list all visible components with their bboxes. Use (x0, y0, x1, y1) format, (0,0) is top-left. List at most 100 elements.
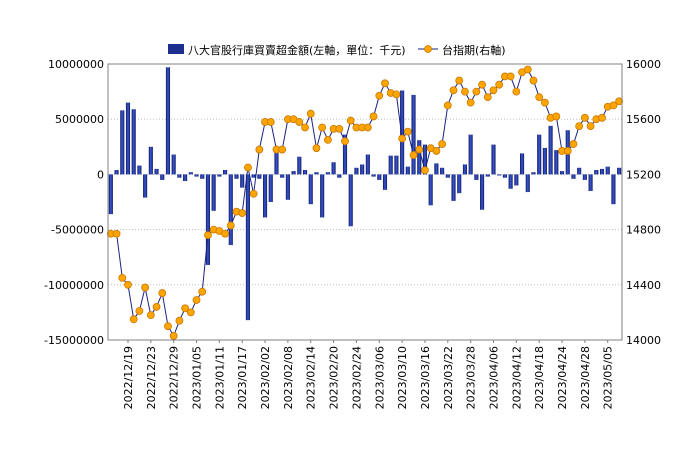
bar (388, 155, 393, 175)
bar (308, 174, 313, 205)
bar (582, 174, 587, 180)
bar (285, 174, 290, 200)
line-point (449, 86, 458, 95)
bar (577, 167, 582, 175)
bar (594, 169, 599, 175)
bar (462, 164, 468, 175)
bar (114, 169, 119, 175)
bar (188, 172, 193, 175)
line-point (552, 112, 561, 121)
grid (108, 118, 622, 286)
bar (514, 174, 519, 186)
bar (337, 174, 342, 178)
bar (434, 163, 439, 175)
line-series (106, 65, 624, 340)
plot-frame (107, 63, 623, 341)
line-point (146, 311, 155, 320)
line-point (129, 315, 138, 324)
line-point (266, 118, 275, 126)
line-point (204, 231, 212, 240)
line-point (346, 116, 355, 125)
left-tick-label: 0 (97, 168, 104, 181)
x-tick-label: 2023/04/18 (533, 346, 546, 409)
x-tick-label: 2022/12/23 (145, 346, 158, 409)
bar (262, 174, 268, 218)
bar (519, 153, 525, 175)
x-tick-label: 2022/12/19 (122, 346, 135, 409)
line-point (301, 123, 309, 132)
bar (360, 164, 365, 175)
x-tick-label: 2023/01/11 (213, 346, 226, 409)
bar-series (108, 67, 622, 321)
line-point (306, 109, 315, 118)
line-point (375, 91, 384, 100)
line-point (409, 151, 418, 159)
bar (468, 134, 473, 175)
bar (457, 174, 462, 194)
bar (542, 147, 547, 175)
bar (228, 174, 233, 246)
bar (160, 174, 165, 180)
x-tick-label: 2023/03/10 (396, 346, 409, 409)
bar (268, 174, 273, 202)
left-tick-label: -15000000 (44, 334, 104, 347)
bar (502, 174, 507, 178)
bar (394, 155, 399, 175)
bar (559, 171, 565, 175)
line-point (529, 76, 538, 85)
bar (491, 144, 496, 175)
bar (342, 134, 348, 175)
bar (223, 169, 228, 175)
bar (537, 134, 542, 175)
line-point (563, 147, 572, 155)
line-point (523, 65, 532, 74)
line-point (141, 283, 150, 292)
line-point (181, 304, 190, 313)
line-point (226, 221, 235, 230)
bar (371, 174, 376, 177)
bar (531, 172, 536, 175)
line-point (152, 302, 161, 311)
bar (548, 125, 553, 175)
bar (354, 167, 359, 175)
line-point (415, 145, 424, 154)
line-point (186, 308, 195, 317)
x-tick-label: 2023/02/02 (259, 346, 272, 409)
line-point (580, 113, 589, 122)
line-point (164, 322, 172, 331)
bar (348, 174, 353, 227)
x-tick-label: 2023/03/16 (419, 346, 432, 409)
x-tick-label: 2023/02/14 (305, 346, 318, 409)
bar (497, 174, 502, 176)
line-point (244, 163, 252, 172)
legend-bar-swatch (168, 44, 184, 54)
right-tick-label: 14400 (626, 279, 661, 292)
line-point (363, 123, 372, 132)
bar (617, 167, 622, 175)
line-point (198, 287, 207, 296)
line-point (421, 166, 429, 175)
bar (125, 102, 131, 175)
line-point (586, 122, 595, 130)
bar (205, 174, 211, 265)
bar (274, 151, 279, 175)
bar (485, 174, 490, 177)
legend: 八大官股行庫買賣超金額(左軸，單位：千元) 台指期(右軸) (168, 43, 506, 57)
bar (508, 174, 513, 189)
line-point (541, 98, 549, 107)
line-point (124, 280, 132, 289)
bar (148, 146, 153, 175)
line-point (169, 331, 178, 340)
bar (217, 174, 222, 177)
bar (445, 174, 450, 178)
bar (417, 140, 422, 175)
line-point (443, 101, 452, 110)
index-line (110, 68, 620, 338)
bar (251, 174, 256, 178)
line-point (381, 79, 389, 88)
line-point (312, 144, 321, 153)
line-point (506, 72, 515, 81)
line-point (295, 118, 304, 126)
